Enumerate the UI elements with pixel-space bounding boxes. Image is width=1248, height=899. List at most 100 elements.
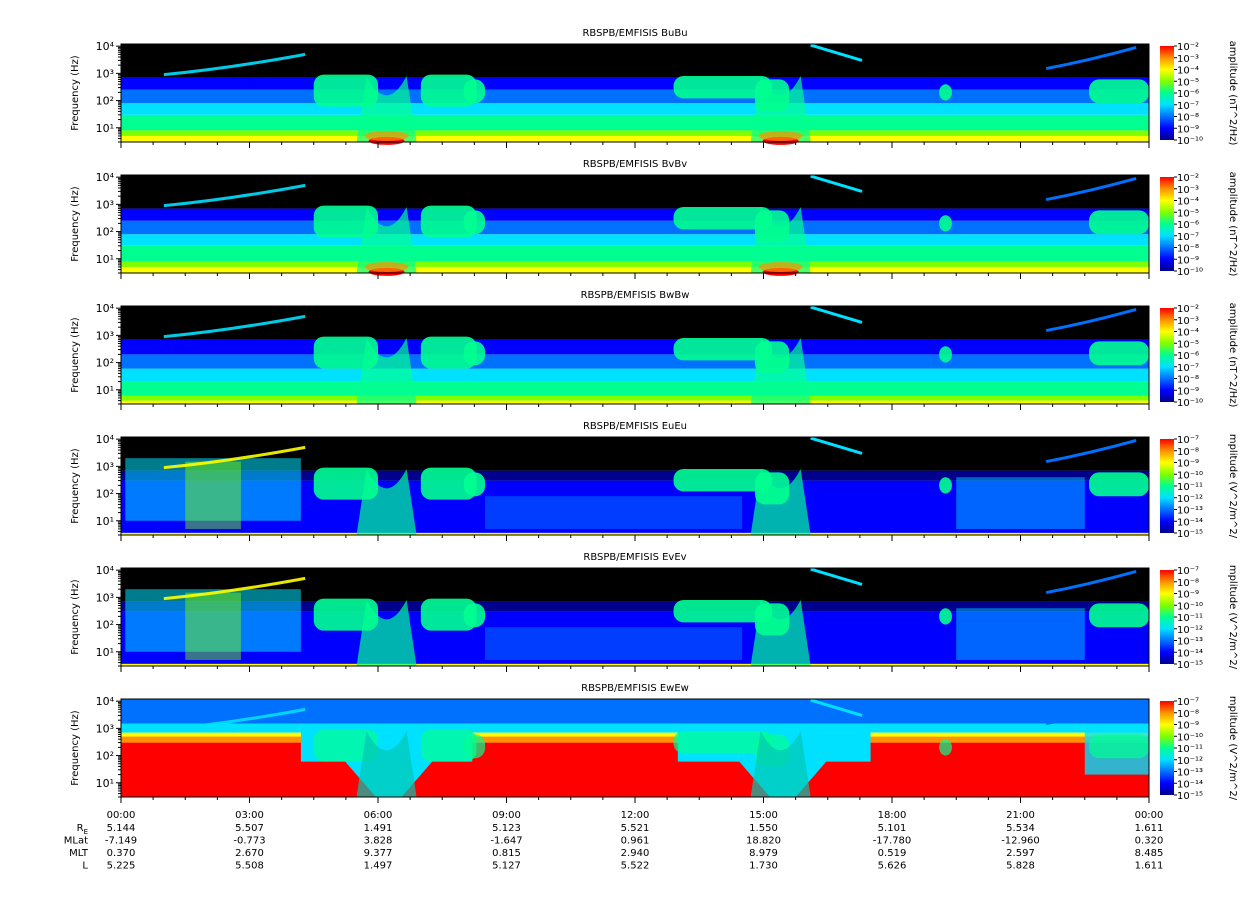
ephemeris-value: 8.485 xyxy=(1135,848,1164,859)
spectrogram-band xyxy=(121,723,1149,733)
colorbar-label: amplitude (nT^2/Hz) xyxy=(1227,303,1238,408)
emission-blob xyxy=(420,74,477,107)
colorbar-tick-label: 10⁻¹⁵ xyxy=(1177,791,1203,802)
y-tick-label: 10⁴ xyxy=(96,171,115,184)
colorbar-tick-label: 10⁻⁸ xyxy=(1177,578,1199,589)
colorbar-tick-label: 10⁻⁴ xyxy=(1177,197,1199,208)
colorbar-tick-label: 10⁻⁶ xyxy=(1177,351,1199,362)
emission-line xyxy=(810,698,863,717)
colorbar-tick-label: 10⁻⁵ xyxy=(1177,339,1199,350)
emission-blob xyxy=(420,598,477,631)
colorbar-label: amplitude (nT^2/Hz) xyxy=(1227,41,1238,146)
emission-line xyxy=(163,183,306,208)
colorbar xyxy=(1160,701,1174,795)
ephemeris-value: 8.979 xyxy=(749,848,778,859)
ephemeris-value: 0.370 xyxy=(107,848,136,859)
colorbar-tick-label: 10⁻⁶ xyxy=(1177,220,1199,231)
spectrogram-panel-3: RBSPB/EMFISIS BwBw 10¹ 10² 10³ 10⁴ Frequency … xyxy=(70,290,1238,410)
colorbar-tick-label: 10⁻¹³ xyxy=(1177,506,1203,517)
spectrogram-band xyxy=(121,339,1149,355)
emission-blob xyxy=(463,341,486,366)
emission-line xyxy=(163,52,306,77)
emission-line xyxy=(163,314,306,339)
y-tick-label: 10⁴ xyxy=(96,564,115,577)
spectrogram-band xyxy=(121,266,1149,273)
emission-blob xyxy=(1089,79,1149,104)
emission-blob xyxy=(313,205,378,238)
colorbar-tick-label: 10⁻³ xyxy=(1177,54,1199,65)
colorbar-tick-label: 10⁻¹⁰ xyxy=(1177,136,1203,147)
ephemeris-table: 00:00 03:00 06:00 09:00 12:00 15:00 18:00 21:00… xyxy=(64,810,1164,872)
x-tick-label: 03:00 xyxy=(235,810,264,821)
emission-blob xyxy=(673,730,773,754)
colorbar-tick-label: 10⁻⁸ xyxy=(1177,447,1199,458)
ephemeris-value: 9.377 xyxy=(364,848,393,859)
spectrogram-band xyxy=(121,135,1149,142)
emission-blob xyxy=(1089,603,1149,628)
colorbar-tick-label: 10⁻² xyxy=(1177,173,1199,184)
colorbar-tick-label: 10⁻¹³ xyxy=(1177,768,1203,779)
emission-blob xyxy=(939,477,952,494)
x-tick-label: 09:00 xyxy=(492,810,521,821)
colorbar-tick-label: 10⁻¹⁴ xyxy=(1177,517,1203,528)
ephemeris-value: 5.123 xyxy=(492,823,521,834)
ephemeris-value: 0.961 xyxy=(621,836,650,847)
emission-patch xyxy=(185,592,241,660)
perigee-feature xyxy=(750,468,811,535)
colorbar-tick-label: 10⁻⁷ xyxy=(1177,697,1199,708)
ephemeris-value: 2.940 xyxy=(621,848,650,859)
y-tick-label: 10¹ xyxy=(96,777,114,790)
colorbar-label: amplitude (nT^2/Hz) xyxy=(1227,172,1238,277)
panel-title: RBSPB/EMFISIS BuBu xyxy=(582,28,687,39)
colorbar-tick-label: 10⁻³ xyxy=(1177,316,1199,327)
colorbar-tick-label: 10⁻¹⁴ xyxy=(1177,779,1203,790)
y-tick-label: 10² xyxy=(96,357,114,370)
colorbar-tick-label: 10⁻⁷ xyxy=(1177,101,1199,112)
perigee-feature xyxy=(750,599,811,666)
spectrogram-band xyxy=(121,103,1149,115)
emission-blob xyxy=(939,84,952,101)
ephemeris-value: 5.225 xyxy=(107,861,136,872)
spectrogram-band xyxy=(121,699,1149,724)
ephemeris-value: -7.149 xyxy=(105,836,137,847)
spectrogram-panel-4: RBSPB/EMFISIS EuEu 10¹ 10² 10³ 10⁴ Frequency … xyxy=(70,421,1238,541)
emission-line xyxy=(810,174,863,193)
spectrogram-band xyxy=(121,89,1149,104)
perigee-hot-spot xyxy=(364,130,409,141)
spectrogram-panel-2: RBSPB/EMFISIS BvBv 10¹ 10² 10³ 10⁴ Frequency … xyxy=(70,159,1238,279)
perigee-feature xyxy=(356,337,417,404)
y-axis-label: Frequency (Hz) xyxy=(70,710,81,786)
ephemeris-value: 5.127 xyxy=(492,861,521,872)
spectrogram-band xyxy=(121,742,1149,797)
spectrogram-band xyxy=(121,470,1149,481)
y-tick-label: 10⁴ xyxy=(96,695,115,708)
colorbar-tick-label: 10⁻¹⁵ xyxy=(1177,529,1203,540)
panel-title: RBSPB/EMFISIS BwBw xyxy=(581,290,690,301)
colorbar xyxy=(1160,439,1174,533)
colorbar-tick-label: 10⁻¹⁰ xyxy=(1177,398,1203,409)
emission-blob xyxy=(939,739,952,756)
emission-blob xyxy=(1089,472,1149,497)
y-tick-label: 10¹ xyxy=(96,515,114,528)
y-tick-label: 10² xyxy=(96,226,114,239)
colorbar-tick-label: 10⁻⁴ xyxy=(1177,328,1199,339)
colorbar-tick-label: 10⁻¹² xyxy=(1177,625,1203,636)
colorbar-tick-label: 10⁻¹⁵ xyxy=(1177,660,1203,671)
colorbar-tick-label: 10⁻⁵ xyxy=(1177,208,1199,219)
colorbar xyxy=(1160,177,1174,271)
emission-line xyxy=(810,305,863,324)
ephemeris-value: 0.519 xyxy=(878,848,907,859)
spectrogram-band xyxy=(121,245,1149,262)
spectrogram-band xyxy=(121,234,1149,246)
spectrogram-band xyxy=(121,532,1149,535)
spectrogram-band xyxy=(121,601,1149,612)
ephemeris-value: -12.960 xyxy=(1001,836,1040,847)
emission-blob xyxy=(313,598,378,631)
ephemeris-value: 18.820 xyxy=(746,836,781,847)
colorbar xyxy=(1160,308,1174,402)
emission-patch xyxy=(185,461,241,529)
colorbar-tick-label: 10⁻¹³ xyxy=(1177,637,1203,648)
y-tick-label: 10³ xyxy=(96,198,114,211)
colorbar-tick-label: 10⁻¹¹ xyxy=(1177,482,1203,493)
ephemeris-value: 1.497 xyxy=(364,861,393,872)
